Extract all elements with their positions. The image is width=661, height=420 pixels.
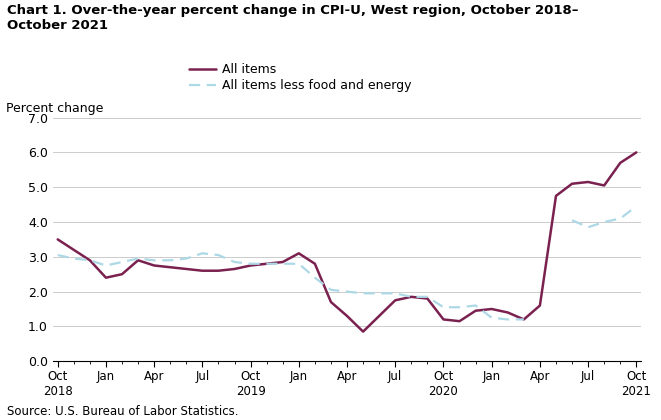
All items less food and energy [504, 317, 512, 322]
All items [616, 160, 624, 165]
All items less food and energy [343, 289, 351, 294]
All items [472, 308, 480, 313]
All items less food and energy [214, 252, 222, 257]
All items less food and energy [182, 256, 190, 261]
All items less food and energy [262, 261, 270, 266]
All items less food and energy [150, 258, 158, 263]
All items less food and energy [134, 256, 142, 261]
All items [407, 294, 415, 299]
All items less food and energy [327, 287, 335, 292]
All items [198, 268, 206, 273]
All items [504, 310, 512, 315]
All items [247, 263, 254, 268]
All items less food and energy [70, 256, 78, 261]
All items [150, 263, 158, 268]
All items [440, 317, 447, 322]
All items less food and energy [520, 317, 527, 322]
All items [262, 261, 270, 266]
All items [102, 275, 110, 280]
Text: Chart 1. Over-the-year percent change in CPI-U, West region, October 2018–
Octob: Chart 1. Over-the-year percent change in… [7, 4, 578, 32]
All items [134, 258, 142, 263]
All items [520, 317, 527, 322]
All items [182, 266, 190, 271]
All items [359, 329, 367, 334]
Line: All items: All items [58, 152, 637, 332]
All items [375, 313, 383, 318]
All items less food and energy [568, 218, 576, 223]
All items less food and energy [118, 260, 126, 265]
All items [167, 265, 175, 270]
All items less food and energy [198, 251, 206, 256]
All items [568, 181, 576, 186]
All items less food and energy [455, 305, 463, 310]
All items [600, 183, 608, 188]
All items less food and energy [359, 291, 367, 296]
All items less food and energy [472, 303, 480, 308]
All items less food and energy [488, 315, 496, 320]
All items less food and energy [584, 225, 592, 230]
Text: Percent change: Percent change [6, 102, 103, 115]
All items [424, 296, 432, 301]
All items less food and energy [167, 258, 175, 263]
All items [118, 272, 126, 277]
Line: All items less food and energy: All items less food and energy [58, 206, 637, 320]
All items [279, 260, 287, 265]
All items [584, 179, 592, 184]
All items [54, 237, 61, 242]
All items [552, 193, 560, 198]
All items less food and energy [102, 263, 110, 268]
All items less food and energy [231, 260, 239, 265]
All items [295, 251, 303, 256]
All items [327, 299, 335, 304]
All items less food and energy [311, 275, 319, 280]
All items less food and energy [391, 291, 399, 296]
All items less food and energy [54, 252, 61, 257]
All items less food and energy [407, 294, 415, 299]
All items [391, 298, 399, 303]
All items less food and energy [424, 294, 432, 299]
All items [86, 258, 94, 263]
All items less food and energy [616, 216, 624, 221]
All items [536, 303, 544, 308]
All items [488, 307, 496, 312]
All items [311, 261, 319, 266]
All items less food and energy [375, 291, 383, 296]
All items less food and energy [295, 261, 303, 266]
All items [343, 313, 351, 318]
Legend: All items, All items less food and energy: All items, All items less food and energ… [188, 63, 412, 92]
All items less food and energy [633, 204, 641, 209]
All items less food and energy [440, 305, 447, 310]
All items [455, 319, 463, 324]
All items [633, 150, 641, 155]
All items less food and energy [279, 261, 287, 266]
All items [70, 247, 78, 252]
All items less food and energy [86, 258, 94, 263]
All items less food and energy [247, 261, 254, 266]
All items [231, 266, 239, 271]
Text: Source: U.S. Bureau of Labor Statistics.: Source: U.S. Bureau of Labor Statistics. [7, 405, 238, 418]
All items less food and energy [600, 220, 608, 225]
All items [214, 268, 222, 273]
